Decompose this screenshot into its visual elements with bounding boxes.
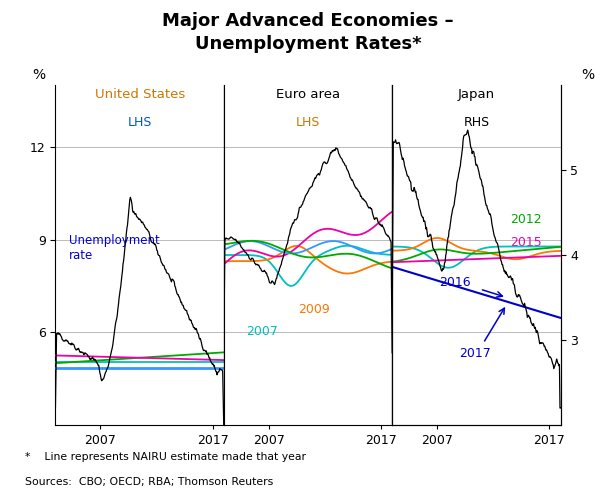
Text: %: % bbox=[581, 68, 594, 82]
Text: Major Advanced Economies –
Unemployment Rates*: Major Advanced Economies – Unemployment … bbox=[162, 12, 454, 52]
Text: %: % bbox=[32, 68, 45, 82]
Text: Japan: Japan bbox=[458, 88, 495, 102]
Text: 2007: 2007 bbox=[246, 325, 278, 338]
Text: RHS: RHS bbox=[463, 116, 490, 128]
Text: 2017: 2017 bbox=[460, 347, 492, 360]
Text: 2012: 2012 bbox=[510, 212, 541, 226]
Text: 2009: 2009 bbox=[298, 303, 330, 316]
Text: Unemployment
rate: Unemployment rate bbox=[69, 234, 160, 262]
Text: *    Line represents NAIRU estimate made that year: * Line represents NAIRU estimate made th… bbox=[25, 452, 306, 462]
Text: LHS: LHS bbox=[128, 116, 152, 128]
Text: Euro area: Euro area bbox=[276, 88, 340, 102]
Text: United States: United States bbox=[94, 88, 185, 102]
Text: 2016: 2016 bbox=[439, 276, 471, 288]
Text: Sources:  CBO; OECD; RBA; Thomson Reuters: Sources: CBO; OECD; RBA; Thomson Reuters bbox=[25, 478, 273, 488]
Text: LHS: LHS bbox=[296, 116, 320, 128]
Text: 2015: 2015 bbox=[510, 236, 542, 250]
